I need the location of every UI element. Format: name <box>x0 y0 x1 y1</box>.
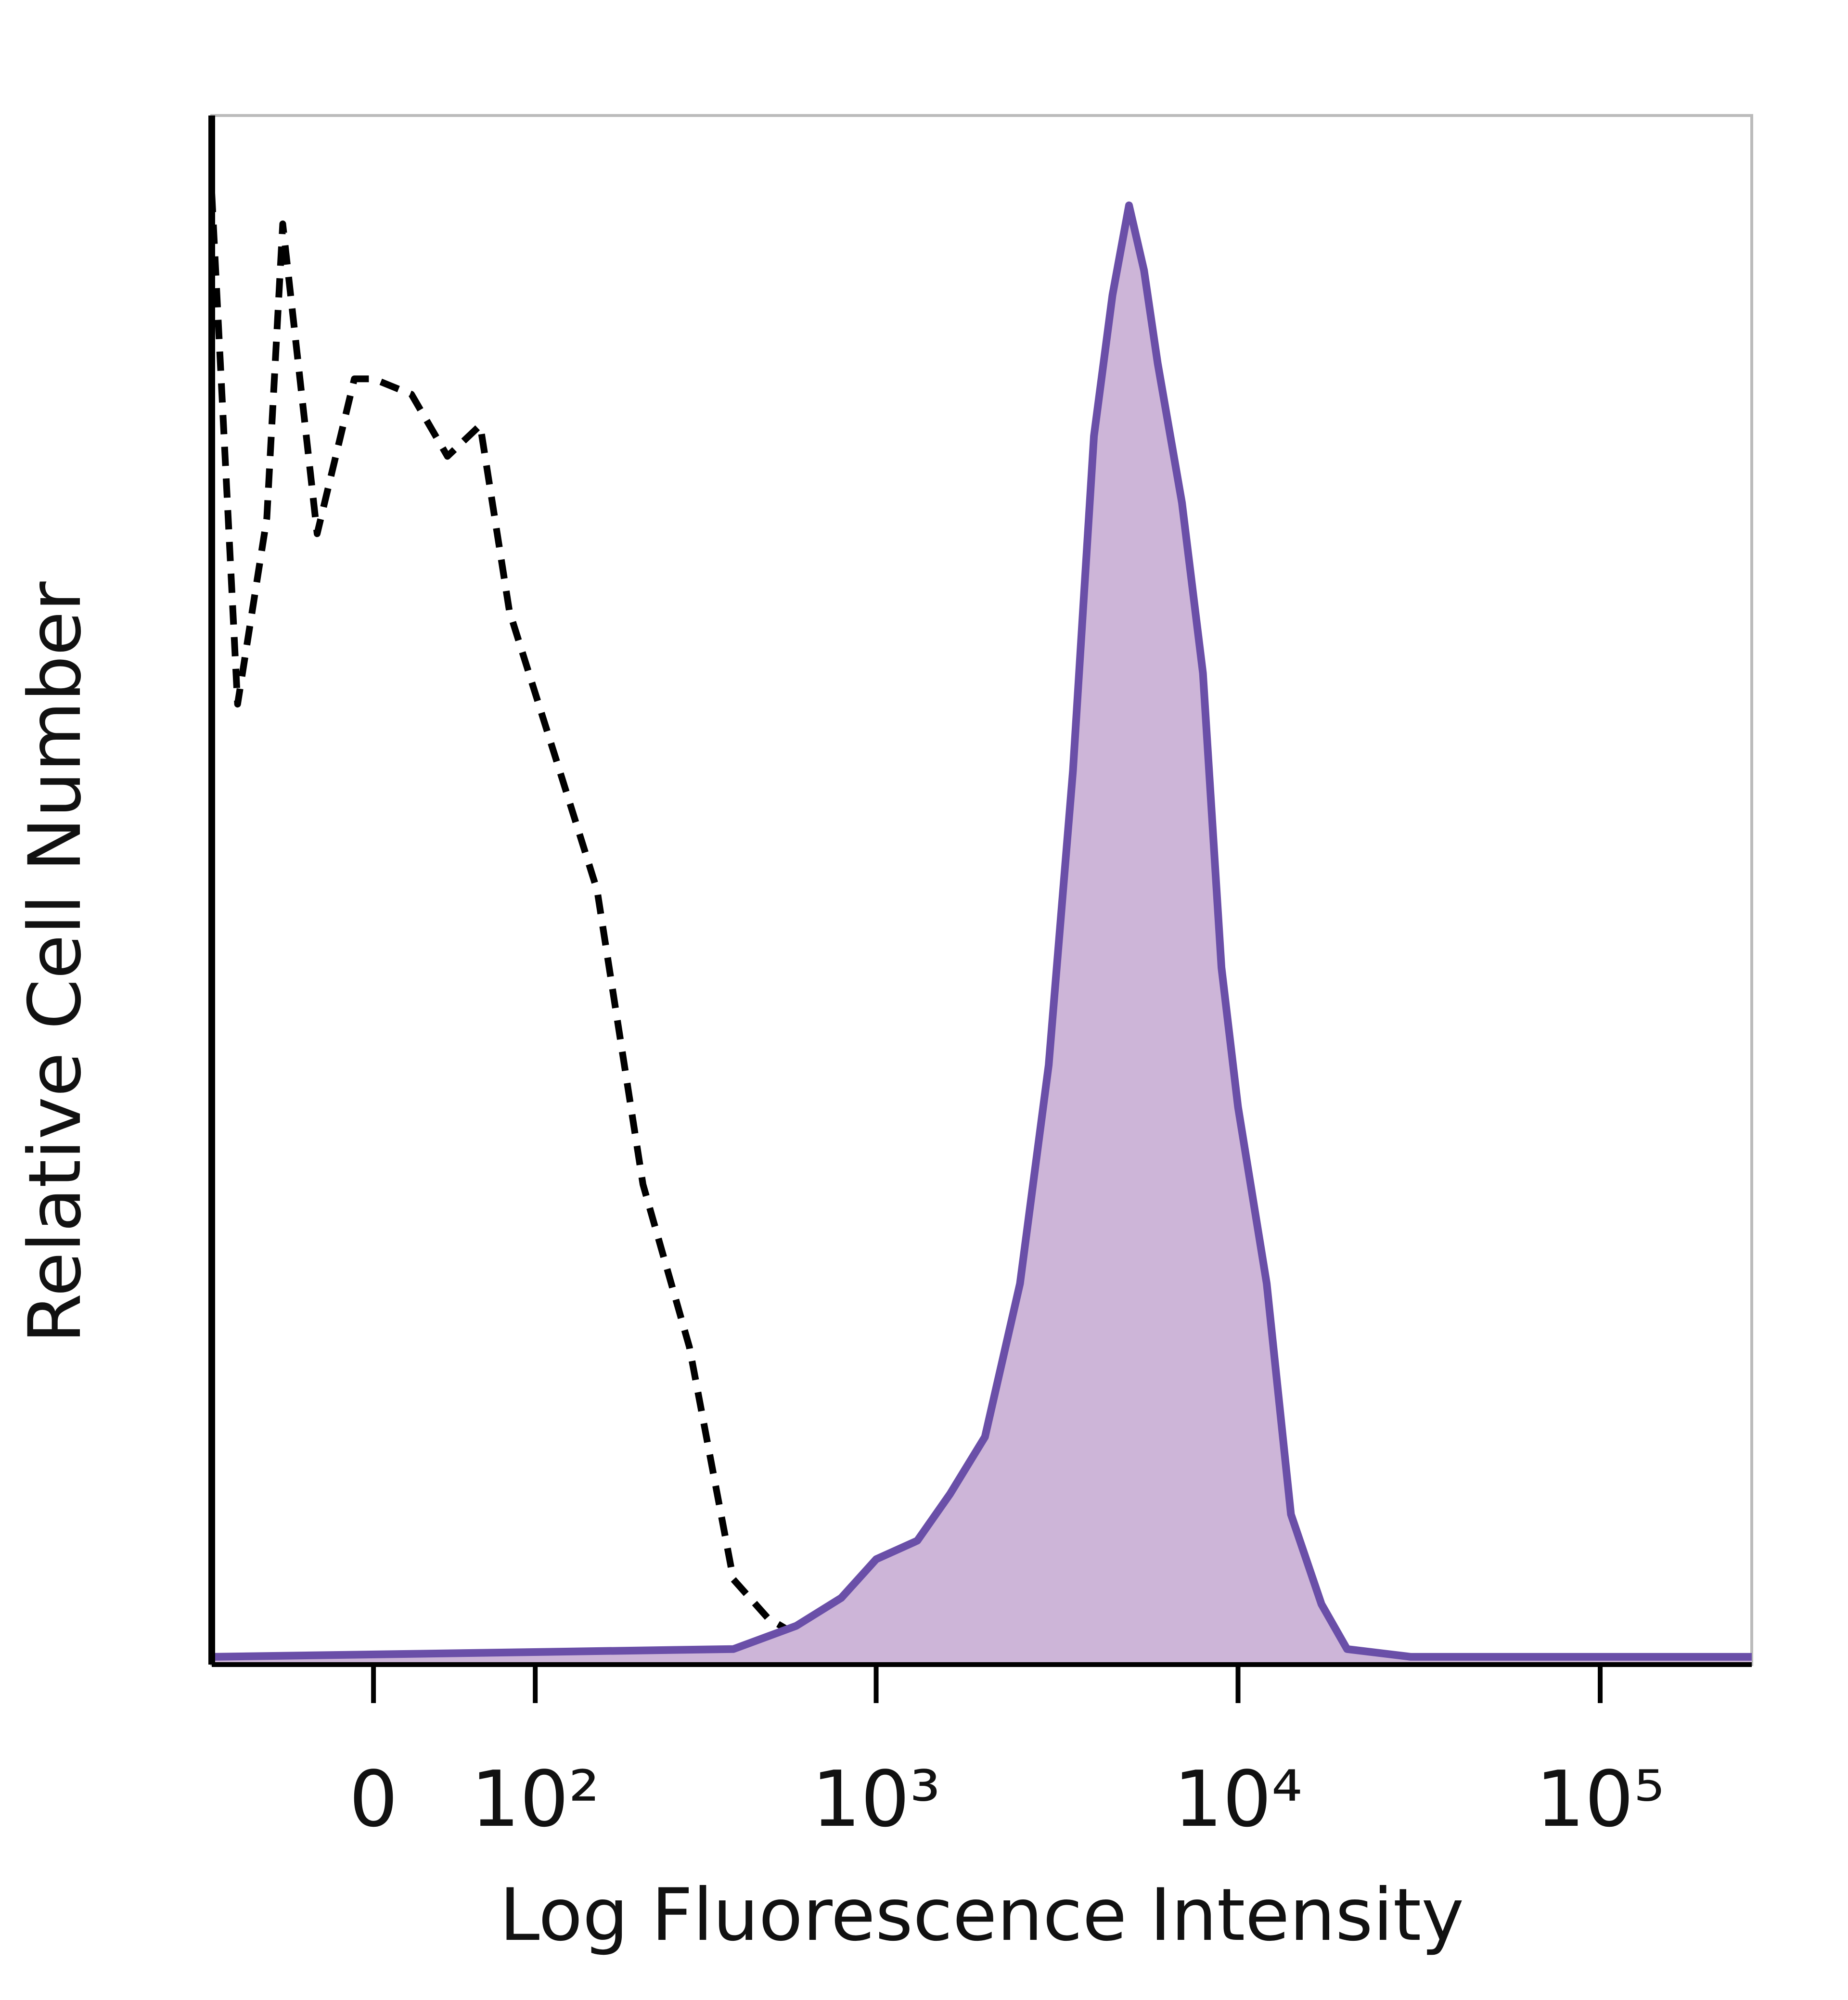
x-tick-label: 0 <box>349 1754 398 1844</box>
histogram-line <box>211 201 1752 1661</box>
x-tick-label: 10⁴ <box>1174 1754 1303 1844</box>
x-axis-label: Log Fluorescence Intensity <box>500 1873 1464 1957</box>
histogram-line <box>208 192 1752 1660</box>
plot-frame <box>210 114 1753 1666</box>
y-axis-label: Relative Cell Number <box>13 581 97 1344</box>
x-tick-label: 10³ <box>812 1754 941 1844</box>
x-tick-label: 10² <box>471 1754 600 1844</box>
x-tick-label: 10⁵ <box>1536 1754 1665 1844</box>
